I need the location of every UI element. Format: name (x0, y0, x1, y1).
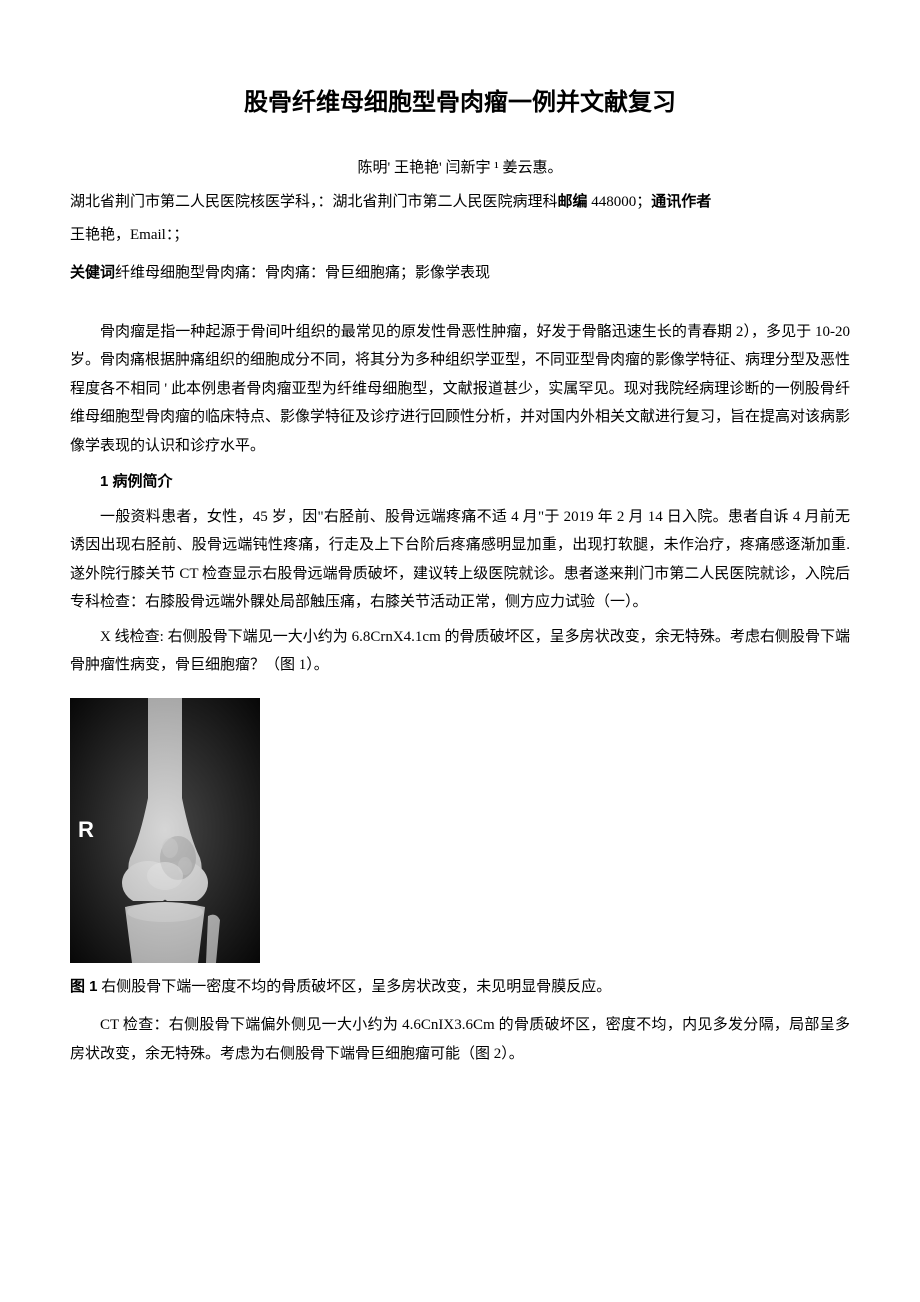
keywords-line: 关健词纤维母细胞型骨肉痛：骨肉痛：骨巨细胞痛；影像学表现 (70, 259, 850, 288)
figure-1-caption: 图 1 右侧股骨下端一密度不均的骨质破坏区，呈多房状改变，未见明显骨膜反应。 (70, 973, 850, 1002)
keywords-text: 纤维母细胞型骨肉痛：骨肉痛：骨巨细胞痛；影像学表现 (115, 265, 490, 281)
intro-paragraph: 骨肉瘤是指一种起源于骨间叶组织的最常见的原发性骨恶性肿瘤，好发于骨骼迅速生长的青… (70, 318, 850, 461)
figure-1-label: 图 1 (70, 978, 98, 995)
corresponding-author: 王艳艳，Email：； (70, 221, 850, 250)
xray-illustration-icon (70, 698, 260, 963)
ct-paragraph: CT 检查：右侧股骨下端偏外侧见一大小约为 4.6CnIX3.6Cm 的骨质破坏… (70, 1011, 850, 1068)
case-paragraph-2: X 线检查: 右侧股骨下端见一大小约为 6.8CrnX4.1cm 的骨质破坏区，… (70, 623, 850, 680)
keywords-label: 关健词 (70, 264, 115, 281)
corresponding-label: 通讯作者 (651, 193, 711, 210)
xray-side-marker: R (78, 809, 94, 851)
figure-1-caption-text: 右侧股骨下端一密度不均的骨质破坏区，呈多房状改变，未见明显骨膜反应。 (98, 979, 612, 995)
affiliation-text: 湖北省荆门市第二人民医院核医学科，：湖北省荆门市第二人民医院病理科 (70, 194, 558, 210)
author-list: 陈明' 王艳艳' 闫新宇 ¹ 姜云惠。 (70, 154, 850, 183)
affiliation-line: 湖北省荆门市第二人民医院核医学科，：湖北省荆门市第二人民医院病理科邮编 4480… (70, 188, 850, 217)
figure-1-xray: R (70, 698, 260, 963)
postcode-value: 448000； (588, 194, 652, 210)
article-title: 股骨纤维母细胞型骨肉瘤一例并文献复习 (70, 80, 850, 126)
case-paragraph-1: 一般资料患者，女性，45 岁，因"右胫前、股骨远端疼痛不适 4 月"于 2019… (70, 503, 850, 617)
postcode-label: 邮编 (558, 193, 588, 210)
section-1-heading: 1 病例简介 (70, 468, 850, 497)
